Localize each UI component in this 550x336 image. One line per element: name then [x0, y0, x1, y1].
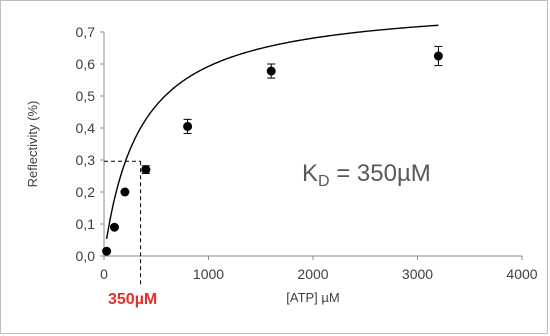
x-tick-label: 0 [100, 266, 108, 282]
x-ticks: 0 1000 2000 3000 4000 [100, 256, 538, 282]
y-tick-label: 0,0 [76, 248, 96, 264]
data-point [109, 222, 119, 232]
y-tick-label: 0,6 [76, 56, 96, 72]
y-ticks: 0,0 0,1 0,2 0,3 0,4 0,5 0,6 0,7 [76, 24, 104, 264]
data-point [183, 121, 193, 131]
data-points [102, 45, 443, 256]
kd-value: = 350µM [330, 160, 431, 187]
y-tick-label: 0,4 [76, 120, 96, 136]
kd-symbol: K [302, 160, 318, 187]
y-tick-label: 0,3 [76, 152, 96, 168]
kd-annotation: KD = 350µM [302, 160, 431, 190]
y-tick-label: 0,7 [76, 24, 96, 40]
y-tick-label: 0,1 [76, 216, 96, 232]
x-tick-label: 2000 [297, 266, 328, 282]
data-point [433, 51, 443, 61]
y-tick-label: 0,5 [76, 88, 96, 104]
y-tick-label: 0,2 [76, 184, 96, 200]
data-point [266, 66, 276, 76]
data-point [141, 165, 151, 175]
fit-curve [105, 24, 439, 240]
kd-guide-lines [104, 160, 142, 286]
kd-subscript: D [318, 173, 330, 190]
x-tick-label: 1000 [193, 266, 224, 282]
y-axis-label: Reflectivity (%) [25, 101, 40, 188]
x-axis-label: [ATP] µM [286, 290, 339, 305]
axes [103, 32, 522, 257]
x-tick-label: 4000 [506, 266, 537, 282]
kd-marker-label: 350µM [108, 291, 157, 308]
x-tick-label: 3000 [402, 266, 433, 282]
data-point [102, 246, 112, 256]
data-point [120, 187, 130, 197]
